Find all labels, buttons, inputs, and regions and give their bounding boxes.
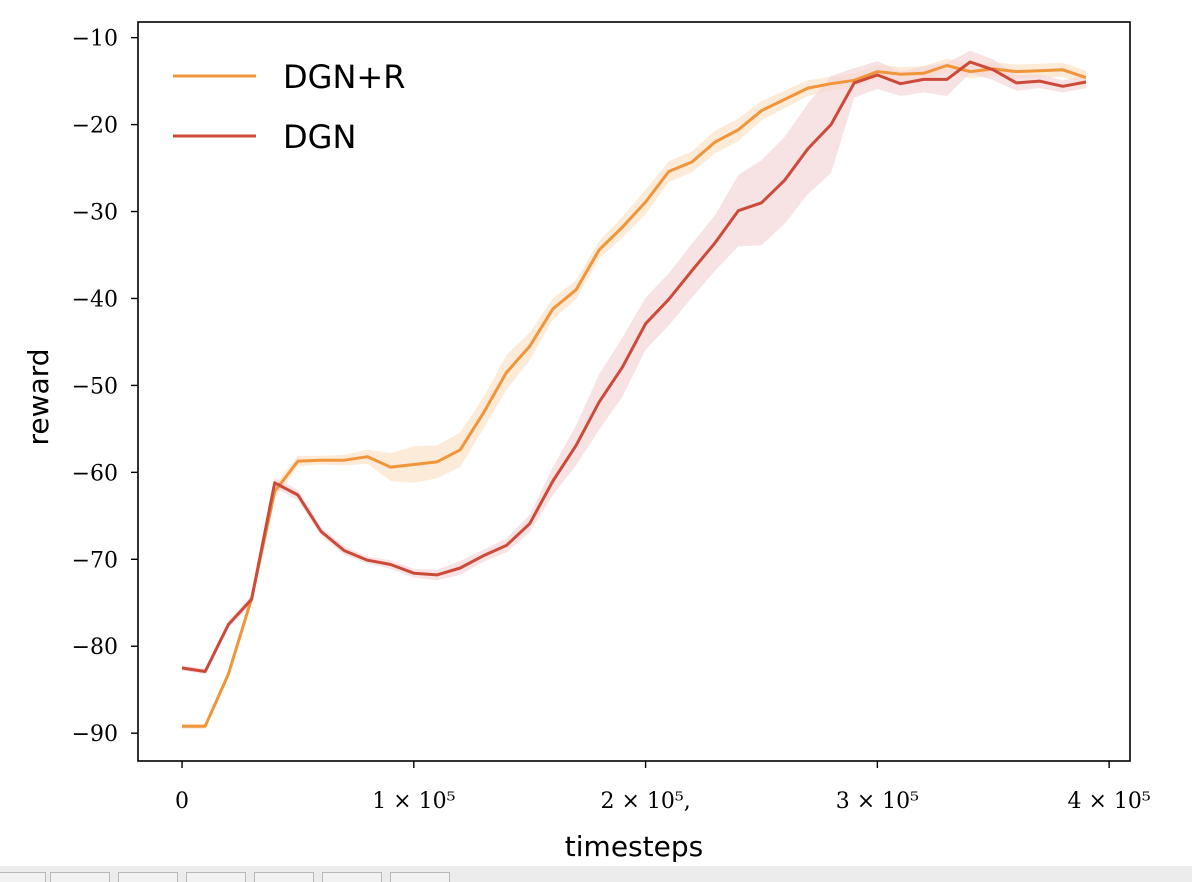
y-tick-label: −20 <box>72 114 118 139</box>
line-dgn <box>181 60 1087 673</box>
save-button[interactable] <box>390 872 450 882</box>
y-tick-label: −30 <box>72 201 118 226</box>
confidence-bands <box>182 50 1086 729</box>
line-dgn-r <box>182 64 1087 728</box>
legend-entry-label: DGN <box>283 118 356 156</box>
band-dgn-r <box>182 58 1086 729</box>
x-tick-label: 2 × 10⁵, <box>600 789 690 814</box>
x-axis-label: timesteps <box>565 830 703 863</box>
series-lines <box>181 60 1087 728</box>
y-tick-label: −40 <box>72 287 118 312</box>
y-axis-label: reward <box>22 349 55 446</box>
y-tick-label: −10 <box>72 27 118 52</box>
x-tick-label: 0 <box>175 789 189 814</box>
legend-entry-label: DGN+R <box>283 58 405 96</box>
home-button[interactable] <box>0 872 46 882</box>
x-tick-label: 1 × 10⁵ <box>372 789 455 814</box>
y-tick-label: −70 <box>72 548 118 573</box>
y-tick-label: −80 <box>72 635 118 660</box>
y-tick-label: −50 <box>72 374 118 399</box>
zoom-button[interactable] <box>254 872 314 882</box>
x-tick-label: 3 × 10⁵ <box>836 789 919 814</box>
x-axis-ticks: 0 1 × 10⁵ 2 × 10⁵, 3 × 10⁵ 4 × 10⁵ <box>175 761 1151 814</box>
figure-toolbar <box>0 866 1192 882</box>
x-tick-label: 4 × 10⁵ <box>1068 789 1151 814</box>
back-button[interactable] <box>50 872 110 882</box>
legend: DGN+R DGN <box>173 58 405 156</box>
y-tick-label: −90 <box>72 722 118 747</box>
forward-button[interactable] <box>118 872 178 882</box>
plot-frame <box>137 21 1131 762</box>
configure-button[interactable] <box>322 872 382 882</box>
y-tick-label: −60 <box>72 461 118 486</box>
band-dgn <box>182 50 1086 675</box>
pan-button[interactable] <box>186 872 246 882</box>
y-axis-ticks: −10 −20 −30 −40 −50 −60 −70 −80 −90 <box>72 27 138 747</box>
